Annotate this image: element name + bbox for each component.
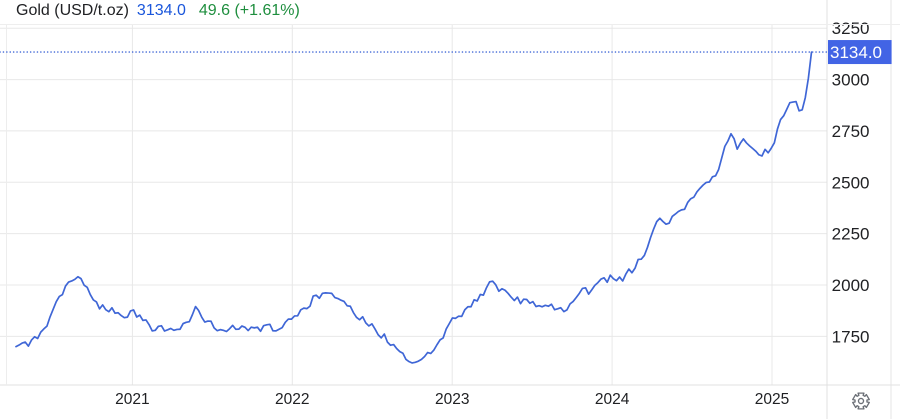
svg-text:2024: 2024: [595, 391, 630, 408]
svg-text:2023: 2023: [435, 391, 469, 408]
svg-text:1750: 1750: [832, 327, 870, 346]
svg-text:2025: 2025: [755, 391, 789, 408]
svg-text:2021: 2021: [115, 391, 149, 408]
svg-text:2000: 2000: [832, 276, 870, 295]
svg-text:2250: 2250: [832, 225, 870, 244]
svg-text:3134.0: 3134.0: [830, 43, 882, 62]
svg-text:2750: 2750: [832, 122, 870, 141]
svg-text:3000: 3000: [832, 71, 870, 90]
svg-text:2022: 2022: [275, 391, 309, 408]
svg-text:2500: 2500: [832, 173, 870, 192]
